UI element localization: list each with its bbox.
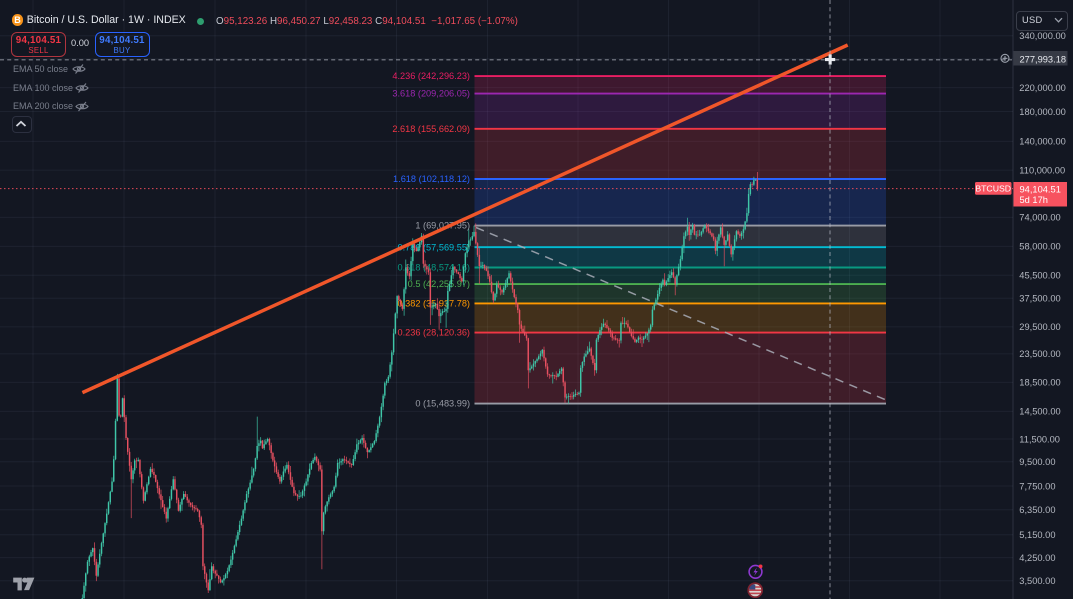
svg-text:1 (69,027.95): 1 (69,027.95)	[415, 221, 470, 231]
svg-text:0 (15,483.99): 0 (15,483.99)	[415, 399, 470, 409]
svg-text:11,500.00: 11,500.00	[1019, 434, 1060, 444]
svg-text:37,500.00: 37,500.00	[1019, 294, 1060, 304]
svg-text:4,250.00: 4,250.00	[1019, 553, 1055, 563]
svg-text:110,000.00: 110,000.00	[1019, 165, 1065, 175]
svg-text:0.618 (48,574.16): 0.618 (48,574.16)	[397, 263, 470, 273]
svg-text:29,500.00: 29,500.00	[1019, 322, 1060, 332]
svg-text:0.236 (28,120.36): 0.236 (28,120.36)	[397, 328, 470, 338]
svg-text:9,500.00: 9,500.00	[1019, 457, 1055, 467]
svg-text:14,500.00: 14,500.00	[1019, 407, 1060, 417]
svg-text:23,500.00: 23,500.00	[1019, 349, 1060, 359]
svg-text:340,000.00: 340,000.00	[1019, 31, 1066, 41]
svg-text:18,500.00: 18,500.00	[1019, 378, 1060, 388]
svg-text:2.618 (155,662.09): 2.618 (155,662.09)	[392, 124, 470, 134]
svg-text:0.5 (42,255.97): 0.5 (42,255.97)	[408, 279, 470, 289]
svg-text:1.618 (102,118.12): 1.618 (102,118.12)	[393, 174, 470, 184]
svg-text:6,350.00: 6,350.00	[1019, 505, 1055, 515]
svg-text:140,000.00: 140,000.00	[1019, 137, 1066, 147]
svg-text:BTCUSD: BTCUSD	[975, 183, 1011, 193]
svg-text:58,000.00: 58,000.00	[1019, 242, 1060, 252]
svg-text:220,000.00: 220,000.00	[1019, 83, 1066, 93]
svg-text:180,000.00: 180,000.00	[1019, 107, 1066, 117]
svg-text:7,750.00: 7,750.00	[1019, 481, 1055, 491]
svg-text:4.236 (242,296.23): 4.236 (242,296.23)	[392, 71, 470, 81]
svg-text:74,000.00: 74,000.00	[1019, 213, 1060, 223]
svg-text:3,500.00: 3,500.00	[1019, 576, 1055, 586]
svg-text:5,150.00: 5,150.00	[1019, 530, 1055, 540]
svg-text:45,500.00: 45,500.00	[1019, 271, 1060, 281]
svg-text:277,993.18: 277,993.18	[1020, 55, 1067, 65]
svg-text:94,104.51: 94,104.51	[1020, 184, 1061, 194]
svg-text:3.618 (209,206.05): 3.618 (209,206.05)	[392, 89, 470, 99]
svg-text:0.786 (57,569.55): 0.786 (57,569.55)	[397, 242, 470, 252]
svg-text:5d 17h: 5d 17h	[1020, 195, 1048, 205]
